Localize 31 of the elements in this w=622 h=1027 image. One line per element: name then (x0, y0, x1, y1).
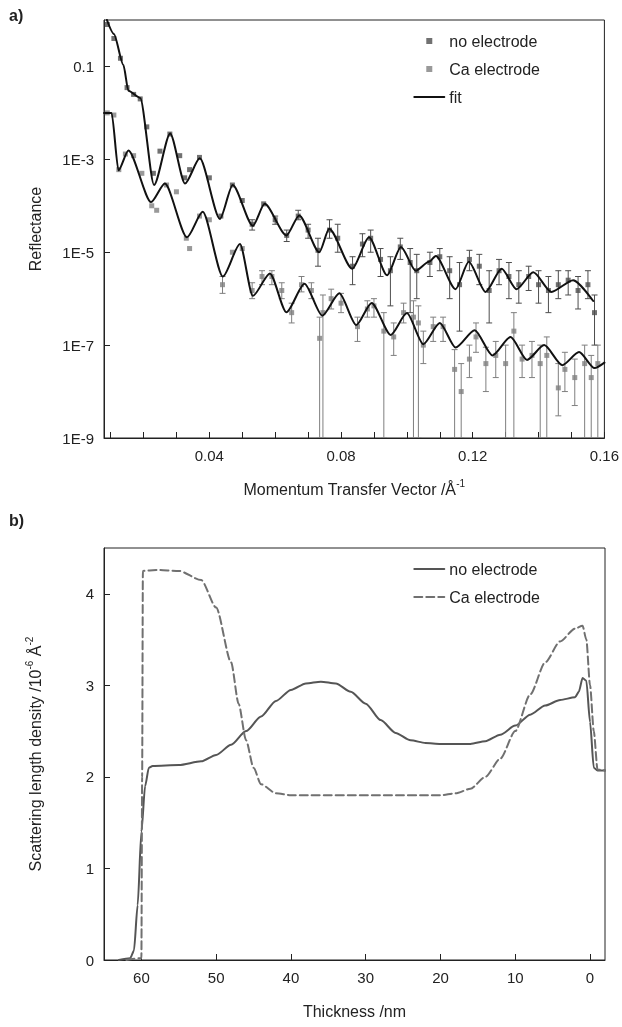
x-tick-label: 10 (506, 969, 524, 986)
y-tick-label: 0 (85, 951, 94, 969)
y-tick-label: 1 (85, 859, 94, 877)
legend-label: fit (449, 88, 463, 106)
x-tick-label: 0.12 (458, 447, 488, 464)
chart-title: b) (9, 511, 25, 529)
x-tick-label: 50 (207, 969, 225, 986)
y-tick-label: 1E-9 (62, 429, 94, 447)
legend-label: Ca electrode (449, 60, 541, 78)
y-tick-label: 2 (85, 768, 94, 786)
x-tick-label: 0.08 (326, 447, 356, 464)
y-tick-label: 3 (85, 676, 94, 694)
x-tick-label: 20 (432, 969, 449, 986)
y-axis-title: Scattering length density /10-6 Å-2 (23, 636, 44, 872)
legend-label: no electrode (449, 560, 538, 578)
x-tick-label: 0 (585, 969, 595, 986)
x-tick-label: 30 (357, 969, 375, 986)
legend-label: Ca electrode (449, 588, 541, 606)
y-tick-label: 1E-5 (62, 243, 94, 261)
y-tick-label: 1E-7 (62, 336, 94, 354)
x-tick-label: 0.04 (194, 447, 224, 464)
x-tick-label: 60 (133, 969, 150, 986)
x-tick-label: 0.16 (589, 447, 619, 464)
y-axis-title: Reflectance (26, 186, 44, 272)
legend-label: no electrode (449, 32, 538, 50)
y-tick-label: 0.1 (73, 57, 94, 75)
y-tick-label: 1E-3 (62, 150, 94, 168)
y-tick-label: 4 (85, 585, 94, 603)
x-tick-label: 40 (282, 969, 300, 986)
chart-title: a) (9, 6, 24, 24)
x-axis-title: Thickness /nm (302, 1002, 407, 1020)
